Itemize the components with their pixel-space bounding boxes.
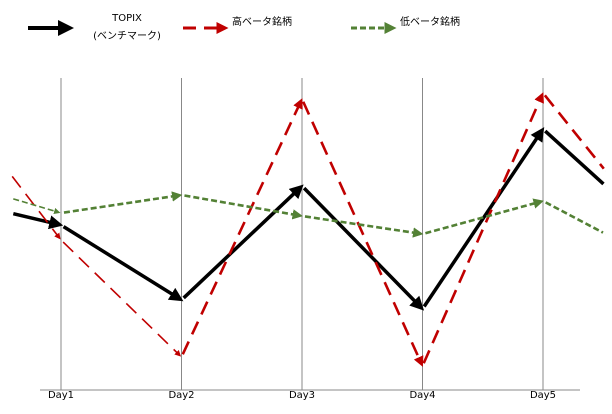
series-segment — [302, 186, 425, 311]
series-segment — [422, 92, 544, 364]
x-tick-label: Day2 — [168, 390, 194, 401]
series-segment — [13, 198, 61, 215]
series-segment — [63, 191, 183, 214]
x-tick-label: Day4 — [409, 390, 435, 401]
series-segment — [543, 94, 605, 170]
series-segment — [182, 184, 304, 300]
series-high-beta — [10, 92, 606, 367]
x-tick-label: Day1 — [48, 390, 74, 401]
series-segment — [62, 241, 182, 357]
series-segment — [545, 201, 604, 234]
series-topix — [10, 127, 606, 311]
legend-label-low-beta: 低ベータ銘柄 — [400, 15, 460, 28]
x-tick-label: Day5 — [530, 390, 556, 401]
series-segment — [184, 194, 303, 220]
x-tick-label: Day3 — [289, 390, 315, 401]
series-segment — [544, 129, 605, 186]
series-segment — [12, 211, 64, 230]
series-segment — [181, 98, 303, 355]
x-tick-labels: Day1 Day2 Day3 Day4 Day5 — [48, 390, 556, 401]
series-low-beta — [10, 191, 606, 238]
series-segment — [425, 198, 544, 235]
series-segment — [304, 215, 424, 238]
legend-item-high-beta: 高ベータ銘柄 — [183, 15, 292, 34]
series-segment — [11, 175, 61, 240]
series-segment — [302, 101, 424, 367]
legend-label-topix-line2: (ベンチマーク) — [93, 30, 161, 42]
legend-label-high-beta: 高ベータ銘柄 — [232, 15, 292, 28]
series-segment — [422, 127, 545, 308]
series-lines — [10, 92, 606, 367]
legend: TOPIX (ベンチマーク) 高ベータ銘柄 低ベータ銘柄 — [28, 13, 460, 42]
legend-label-topix: TOPIX — [111, 13, 142, 24]
series-segment — [62, 225, 184, 302]
legend-item-low-beta: 低ベータ銘柄 — [351, 15, 460, 34]
legend-item-topix: TOPIX (ベンチマーク) — [28, 13, 161, 42]
